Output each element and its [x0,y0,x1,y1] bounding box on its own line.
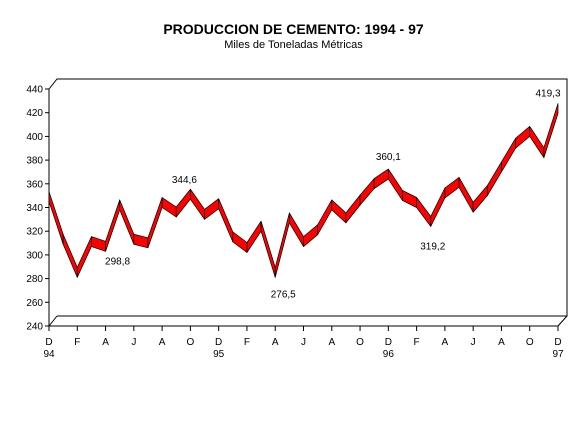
series-ribbon-segment [190,188,205,220]
series-ribbon-segment [274,212,290,278]
series-ribbon-segment [402,190,417,208]
y-tick-label: 440 [26,85,43,96]
series-ribbon-segment [119,199,135,245]
data-annotation-label: 319,2 [420,241,445,252]
series-ribbon-segment [387,168,403,201]
data-annotation-label: 360,1 [376,152,401,163]
y-tick-label: 320 [26,227,43,238]
y-tick-label: 380 [26,156,43,167]
series-ribbon-segment [317,199,333,236]
plot-floor-edge [48,315,58,327]
series-ribbon-segment [331,199,347,224]
series-ribbon-segment [486,161,502,196]
series-ribbon-segment [543,103,559,159]
chart-subtitle: Miles de Toneladas Métricas [224,39,363,51]
y-tick-label: 400 [26,132,43,143]
x-tick-label: F [74,337,80,348]
series-ribbon-segment [430,187,446,227]
data-annotation-label: 276,5 [271,289,296,300]
y-tick-label: 420 [26,108,43,119]
series-ribbon-segment [444,177,460,199]
x-tick-label: D [385,337,392,348]
series-ribbon-segment [458,177,474,213]
y-tick-label: 240 [26,322,43,333]
y-tick-label: 300 [26,250,43,261]
x-tick-label: A [328,337,335,348]
y-tick-label: 340 [26,203,43,214]
series-ribbon-segment [501,137,516,173]
x-year-label: 97 [552,349,564,360]
x-tick-label: F [414,337,420,348]
x-tick-label: A [159,337,166,348]
series-ribbon-segment [359,178,375,206]
series-ribbon-segment [76,236,92,278]
x-tick-label: A [498,337,505,348]
series-ribbon-segment [472,185,488,213]
series-ribbon-segment [303,224,318,247]
series-ribbon-segment [232,231,248,253]
series-ribbon-segment [373,168,389,189]
y-tick-label: 260 [26,298,43,309]
plot-frame-back [48,78,568,327]
series-ribbon-segment [48,191,64,245]
x-tick-label: O [356,337,364,348]
series-ribbon-segment [175,188,191,218]
series-ribbon-segment [91,236,106,252]
series-ribbon-segment [218,198,234,243]
y-tick-label: 280 [26,274,43,285]
x-tick-label: D [45,337,52,348]
y-tick-label: 360 [26,179,43,190]
series-ribbon-segment [246,220,262,253]
series-ribbon-segment [416,197,432,227]
series-ribbon-segment [345,194,361,224]
x-tick-label: J [471,337,476,348]
series-ribbon-segment [133,233,149,249]
series-ribbon-segment [62,233,78,278]
data-annotation-label: 419,3 [535,89,560,100]
x-tick-label: J [131,337,136,348]
series-ribbon-segment [161,197,177,218]
x-tick-label: D [215,337,222,348]
series-ribbon-segment [204,198,220,220]
series-ribbon-segment [515,126,531,149]
data-annotation-label: 344,6 [172,175,197,186]
series-ribbon-segment [147,197,163,249]
series-ribbon-segment [105,199,121,252]
series-ribbon-segment [260,220,276,278]
x-tick-label: F [244,337,250,348]
series-ribbon-segment [289,212,304,247]
x-year-label: 95 [213,349,225,360]
chart-title: PRODUCCION DE CEMENTO: 1994 - 97 [163,21,424,37]
x-year-label: 94 [43,349,55,360]
x-tick-label: A [102,337,109,348]
data-annotation-label: 298,8 [105,256,130,267]
x-year-label: 96 [383,349,395,360]
x-tick-label: O [526,337,534,348]
series-ribbon-segment [529,126,545,159]
x-tick-label: O [186,337,194,348]
x-tick-label: A [272,337,279,348]
x-tick-label: A [442,337,449,348]
x-tick-label: J [301,337,306,348]
x-tick-label: D [554,337,561,348]
